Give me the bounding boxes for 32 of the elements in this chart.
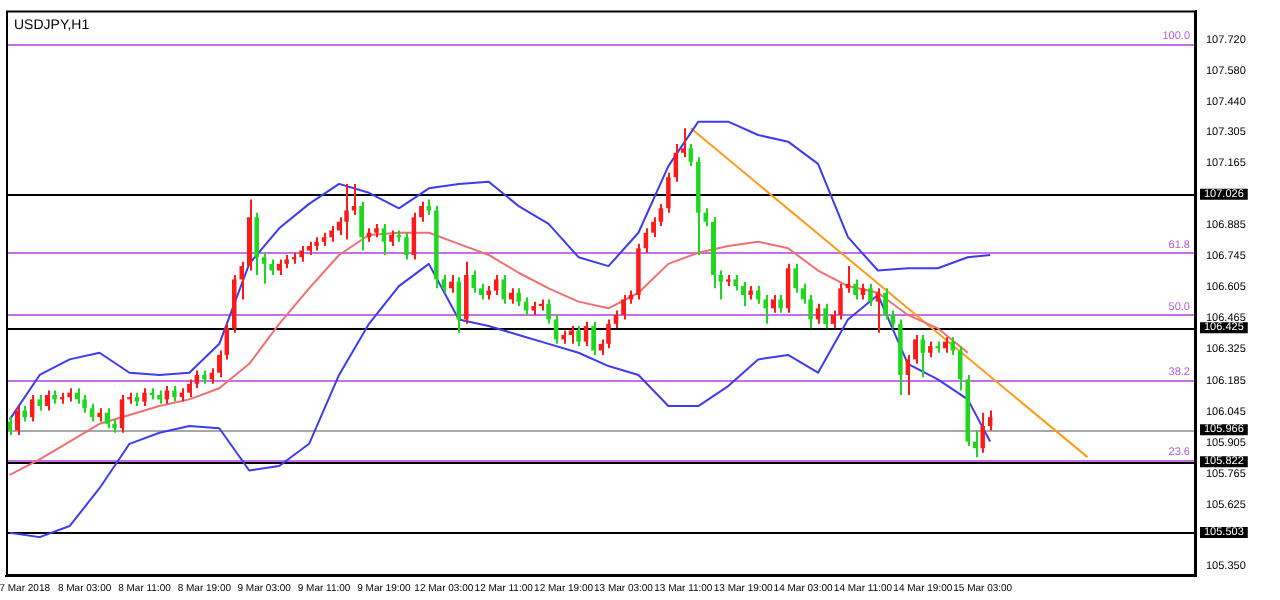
candlestick [29, 393, 35, 423]
candlestick [740, 280, 746, 308]
candlestick [351, 182, 357, 216]
candlestick [591, 320, 596, 356]
candlestick [636, 242, 641, 301]
candlestick [875, 287, 881, 334]
candlestick [404, 231, 409, 261]
candlestick [868, 282, 873, 308]
candlestick [344, 182, 349, 241]
candlestick [359, 200, 364, 252]
candlestick [261, 251, 267, 285]
candlestick [853, 278, 858, 301]
candlestick [583, 320, 589, 348]
candlestick [980, 411, 985, 454]
candlestick [920, 333, 926, 379]
candlestick [666, 171, 671, 214]
candlestick [823, 302, 828, 330]
candlestick [381, 222, 387, 256]
candlestick [688, 142, 694, 168]
candlestick [621, 293, 626, 321]
candlestick [254, 211, 259, 276]
candlestick [838, 282, 843, 321]
candlestick [987, 409, 993, 432]
candlestick [576, 325, 581, 348]
candlestick [546, 298, 551, 325]
candlestick [763, 293, 768, 325]
candlestick [793, 262, 798, 294]
candlestick [464, 260, 469, 325]
candlestick [501, 273, 506, 305]
candlestick [883, 287, 888, 321]
candlestick [606, 318, 611, 350]
candlestick [493, 273, 499, 296]
